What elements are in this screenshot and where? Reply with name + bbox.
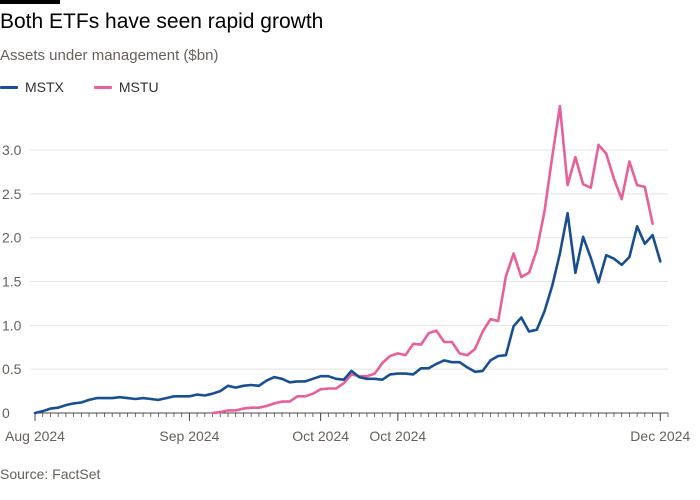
source-note: Source: FactSet bbox=[0, 466, 101, 482]
brand-top-rule bbox=[0, 0, 60, 4]
chart-subtitle: Assets under management ($bn) bbox=[0, 47, 219, 64]
y-tick-label: 1.0 bbox=[2, 317, 22, 333]
legend: MSTX MSTU bbox=[0, 79, 189, 95]
legend-item-mstu: MSTU bbox=[93, 79, 159, 95]
x-tick-label: Sep 2024 bbox=[159, 428, 219, 444]
y-tick-label: 2.5 bbox=[2, 186, 22, 202]
legend-label-mstu: MSTU bbox=[118, 79, 159, 95]
y-tick-label: 1.5 bbox=[2, 274, 22, 290]
legend-swatch-mstx bbox=[0, 85, 18, 89]
y-tick-label: 3.0 bbox=[2, 142, 22, 158]
y-tick-label: 0 bbox=[2, 405, 10, 421]
legend-label-mstx: MSTX bbox=[25, 79, 64, 95]
y-tick-label: 0.5 bbox=[2, 361, 22, 377]
series-line-mstx bbox=[33, 211, 662, 415]
x-tick-label: Oct 2024 bbox=[369, 428, 426, 444]
chart-title: Both ETFs have seen rapid growth bbox=[0, 10, 324, 33]
legend-item-mstx: MSTX bbox=[0, 79, 64, 95]
legend-swatch-mstu bbox=[93, 85, 112, 89]
x-tick-label: Aug 2024 bbox=[5, 428, 65, 444]
series-line-mstu bbox=[211, 104, 654, 415]
x-tick-label: Dec 2024 bbox=[630, 428, 690, 444]
x-tick-label: Oct 2024 bbox=[292, 428, 349, 444]
y-tick-label: 2.0 bbox=[2, 230, 22, 246]
